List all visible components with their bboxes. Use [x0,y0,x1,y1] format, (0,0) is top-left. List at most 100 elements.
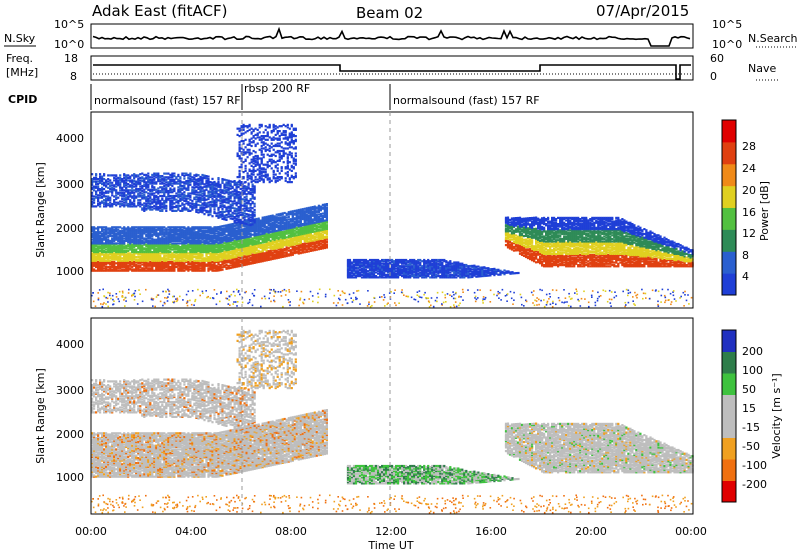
power-cell [284,222,286,224]
noise-left-label: N.Sky [4,32,36,45]
power-cell [211,261,213,263]
power-cell [238,257,240,259]
freq-panel: Freq. [MHz] 18 8 60 0 Nave [6,52,780,83]
power-cell [183,270,185,272]
power-cell [171,195,173,197]
power-cell [223,184,225,186]
power-cell [298,215,300,217]
power-cell [264,244,266,246]
power-cell [175,176,177,178]
power-cell [203,202,205,204]
power-cell [294,232,296,234]
power-cell [221,252,223,254]
power-cell [135,229,137,231]
power-cell [189,178,191,180]
power-cell [119,177,121,179]
power-cell [173,175,175,177]
power-cell [155,173,157,175]
power-cell [161,209,163,211]
power-cell [147,240,149,242]
power-cell [234,210,236,212]
power-cell [195,240,197,242]
power-cell [308,240,310,242]
power-cell [316,245,318,247]
power-cell [171,185,173,187]
power-cell [115,189,117,191]
power-cell [107,183,109,185]
power-cell [240,229,242,231]
power-cell [115,246,117,248]
power-cell [250,256,252,258]
power-cell [234,220,236,222]
power-cell [316,249,318,251]
power-cell [234,196,236,198]
power-cell [99,235,101,237]
power-cell [175,201,177,203]
power-cell [316,239,318,241]
power-cell [149,226,151,228]
power-cell [149,267,151,269]
power-cell [197,192,199,194]
power-cell [153,178,155,180]
power-cell [232,201,234,203]
power-cell [117,236,119,238]
power-cell [203,207,205,209]
power-cell [236,227,238,229]
power-cell [95,205,97,207]
power-cell [211,178,213,180]
power-cell [115,202,117,204]
power-cell [145,181,147,183]
power-cell [199,193,201,195]
power-cell [151,226,153,228]
power-cell [105,184,107,186]
power-cell [171,261,173,263]
power-cell [183,185,185,187]
power-cell [314,228,316,230]
power-cell [135,174,137,176]
power-cell [133,179,135,181]
power-cell [185,195,187,197]
power-cell [193,177,195,179]
power-cell [236,253,238,255]
power-cell [284,231,286,233]
power-cell [175,266,177,268]
power-cell [288,221,290,223]
power-cell [171,249,173,251]
power-cell [149,200,151,202]
power-cell [197,211,199,213]
power-cell [95,270,97,272]
power-cell [127,189,129,191]
power-cell [221,208,223,210]
power-cell [169,195,171,197]
power-cell [187,255,189,257]
power-cell [155,189,157,191]
power-cell [240,260,242,262]
power-cell [280,217,282,219]
power-cell [240,192,242,194]
power-cell [185,173,187,175]
power-cell [213,195,215,197]
power-cell [254,239,256,241]
power-cell [143,202,145,204]
power-cell [294,246,296,248]
power-cell [189,249,191,251]
power-cell [195,198,197,200]
power-cell [121,187,123,189]
power-cell [238,243,240,245]
power-cell [207,214,209,216]
power-cell [213,208,215,210]
power-cell [211,235,213,237]
power-cell [131,266,133,268]
freq-right-label: Nave [748,62,776,75]
power-cell [223,236,225,238]
power-cell [133,189,135,191]
power-cell [95,247,97,249]
power-cell [199,176,201,178]
power-cell [137,178,139,180]
power-cell [161,178,163,180]
power-cell [191,179,193,181]
power-cell [139,182,141,184]
power-cell [290,218,292,220]
power-cell [228,206,230,208]
power-cell [143,189,145,191]
